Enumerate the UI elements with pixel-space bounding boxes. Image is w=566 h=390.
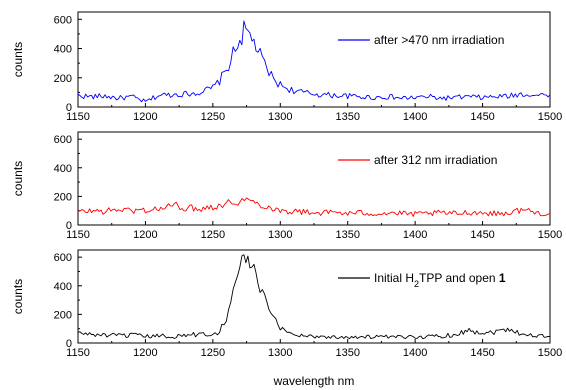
y-tick-label: 600 (54, 134, 72, 146)
y-tick-label: 200 (54, 73, 72, 85)
y-tick-label: 0 (66, 338, 72, 350)
plot-frame (77, 131, 551, 226)
x-tick-label: 1450 (470, 229, 494, 241)
series-line (77, 20, 551, 103)
x-tick-label: 1250 (201, 229, 225, 241)
x-tick-label: 1150 (66, 229, 90, 241)
x-tick-label: 1250 (201, 111, 225, 123)
series-line (77, 254, 551, 340)
legend-label: Initial H2TPP and open 1 (374, 271, 506, 289)
series-line (78, 197, 551, 217)
x-axis-title: wavelength nm (273, 374, 355, 388)
y-tick-label: 200 (54, 309, 72, 321)
x-tick-label: 1400 (403, 111, 427, 123)
chart-panel: 0 200 400 600 1150 1200 1250 1300 1350 1400 1450 15… (11, 131, 562, 241)
y-tick-label: 0 (66, 102, 72, 114)
y-tick-label: 0 (66, 220, 72, 232)
plot-frame (77, 11, 551, 108)
x-tick-label: 1200 (133, 229, 157, 241)
x-tick-label: 1450 (470, 347, 494, 359)
y-axis-title: counts (11, 279, 25, 314)
x-tick-label: 1300 (268, 347, 292, 359)
y-tick-label: 400 (54, 281, 72, 293)
x-tick-label: 1150 (66, 347, 90, 359)
x-tick-label: 1350 (335, 347, 359, 359)
x-tick-label: 1450 (470, 111, 494, 123)
y-tick-label: 400 (54, 44, 72, 56)
x-tick-label: 1300 (268, 111, 292, 123)
y-tick-label: 400 (54, 163, 72, 175)
x-tick-label: 1400 (403, 347, 427, 359)
x-tick-label: 1300 (268, 229, 292, 241)
x-tick-label: 1350 (335, 111, 359, 123)
x-tick-label: 1500 (538, 347, 562, 359)
x-tick-label: 1500 (538, 111, 562, 123)
x-tick-label: 1200 (133, 111, 157, 123)
y-tick-label: 600 (54, 252, 72, 264)
chart-panel: 0 200 400 600 1150 1200 1250 1300 1350 1400 1450 15… (11, 249, 562, 359)
y-tick-label: 200 (54, 191, 72, 203)
x-tick-label: 1150 (66, 111, 90, 123)
x-tick-label: 1250 (201, 347, 225, 359)
y-axis-title: counts (11, 161, 25, 196)
chart-panels: 0 200 400 600 1150 1200 1250 1300 1350 1400 1450 15… (11, 11, 562, 359)
chart-panel: 0 200 400 600 1150 1200 1250 1300 1350 1400 1450 15… (11, 11, 562, 123)
plot-frame (77, 249, 551, 344)
legend-label: after >470 nm irradiation (374, 33, 504, 47)
x-tick-label: 1400 (403, 229, 427, 241)
y-tick-label: 600 (54, 14, 72, 26)
legend-label: after 312 nm irradiation (374, 153, 497, 167)
x-tick-label: 1350 (335, 229, 359, 241)
x-tick-label: 1200 (133, 347, 157, 359)
x-tick-label: 1500 (538, 229, 562, 241)
y-axis-title: counts (11, 42, 25, 77)
